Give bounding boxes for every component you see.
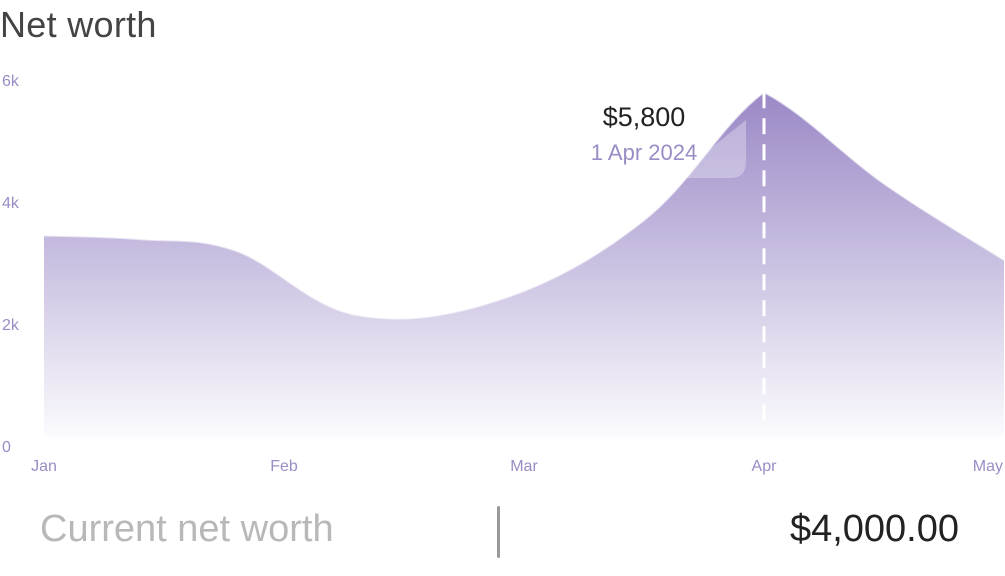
- data-point: [641, 217, 647, 223]
- footer-divider: [497, 506, 500, 558]
- x-tick-label: Feb: [270, 458, 298, 475]
- x-tick-label: May: [973, 458, 1003, 475]
- x-tick-label: Mar: [510, 458, 538, 475]
- x-axis: Jan Feb Mar Apr May: [31, 458, 1003, 475]
- data-point: [497, 297, 503, 303]
- data-point: [137, 236, 143, 242]
- current-net-worth-value: $4,000.00: [789, 508, 959, 550]
- chart-title: Net worth: [0, 4, 157, 45]
- x-tick-label: Apr: [752, 458, 778, 475]
- y-tick-label: 0: [2, 439, 11, 456]
- data-point: [233, 248, 239, 254]
- net-worth-line: [43, 91, 1005, 320]
- data-point: [41, 233, 47, 239]
- tooltip-date: 1 Apr 2024: [591, 140, 697, 165]
- tooltip-value: $5,800: [603, 102, 686, 132]
- y-tick-label: 4k: [2, 195, 20, 212]
- x-tick-label: Jan: [31, 458, 57, 475]
- y-tick-label: 2k: [2, 317, 20, 334]
- net-worth-chart[interactable]: 0 2k 4k 6k Jan Feb Mar Apr May $5,800 1 Apr 202…: [0, 0, 1005, 490]
- y-axis: 0 2k 4k 6k: [2, 73, 20, 456]
- y-tick-label: 6k: [2, 73, 20, 90]
- net-worth-area: [44, 92, 1004, 438]
- data-point: [881, 181, 887, 187]
- tooltip-bubble: [674, 120, 746, 178]
- current-net-worth-label: Current net worth: [40, 508, 334, 550]
- data-point: [353, 312, 359, 318]
